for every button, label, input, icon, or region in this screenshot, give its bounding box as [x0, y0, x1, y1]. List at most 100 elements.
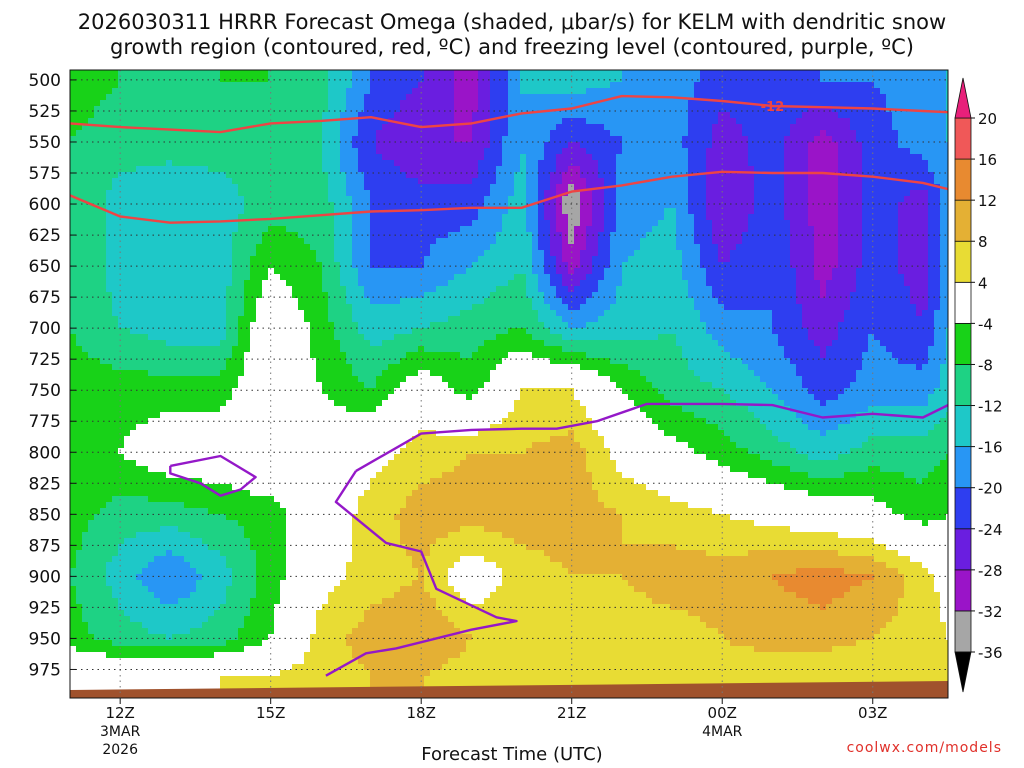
omega-cell	[580, 178, 587, 185]
omega-cell	[268, 124, 275, 131]
omega-cell	[82, 142, 89, 149]
omega-cell	[514, 202, 521, 209]
omega-cell	[466, 232, 473, 239]
omega-cell	[628, 142, 635, 149]
omega-cell	[790, 136, 797, 143]
omega-cell	[202, 154, 209, 161]
omega-cell	[226, 172, 233, 179]
omega-cell	[442, 172, 449, 179]
omega-cell	[268, 268, 275, 275]
omega-cell	[844, 262, 851, 269]
omega-cell	[622, 196, 629, 203]
omega-cell	[688, 70, 695, 77]
omega-cell	[118, 160, 125, 167]
omega-cell	[556, 100, 563, 107]
omega-cell	[634, 88, 641, 95]
omega-cell	[910, 106, 917, 113]
omega-cell	[514, 70, 521, 77]
omega-cell	[526, 148, 533, 155]
omega-cell	[508, 130, 515, 137]
omega-cell	[412, 226, 419, 233]
omega-cell	[802, 166, 809, 173]
omega-cell	[556, 130, 563, 137]
omega-cell	[736, 196, 743, 203]
omega-cell	[388, 136, 395, 143]
omega-cell	[340, 202, 347, 209]
omega-cell	[556, 76, 563, 83]
omega-cell	[814, 172, 821, 179]
omega-cell	[916, 106, 923, 113]
omega-cell	[370, 172, 377, 179]
omega-cell	[844, 130, 851, 137]
omega-cell	[82, 118, 89, 125]
omega-cell	[826, 88, 833, 95]
chart-title-line-1: 2026030311 HRRR Forecast Omega (shaded, …	[77, 10, 947, 34]
omega-cell	[832, 112, 839, 119]
omega-cell	[256, 208, 263, 215]
omega-cell	[118, 88, 125, 95]
omega-cell	[400, 142, 407, 149]
omega-cell	[268, 244, 275, 251]
omega-cell	[190, 256, 197, 263]
omega-cell	[880, 172, 887, 179]
omega-cell	[628, 178, 635, 185]
omega-cell	[856, 160, 863, 167]
omega-cell	[112, 136, 119, 143]
omega-cell	[472, 232, 479, 239]
omega-cell	[898, 100, 905, 107]
omega-cell	[784, 268, 791, 275]
omega-cell	[100, 142, 107, 149]
omega-cell	[202, 238, 209, 245]
omega-cell	[316, 124, 323, 131]
omega-cell	[142, 136, 149, 143]
omega-cell	[358, 124, 365, 131]
omega-cell	[94, 208, 101, 215]
omega-cell	[214, 238, 221, 245]
omega-cell	[178, 136, 185, 143]
omega-cell	[448, 214, 455, 221]
omega-cell	[790, 268, 797, 275]
omega-cell	[694, 112, 701, 119]
omega-cell	[640, 166, 647, 173]
omega-cell	[172, 112, 179, 119]
omega-cell	[322, 154, 329, 161]
omega-cell	[892, 154, 899, 161]
omega-cell	[904, 190, 911, 197]
omega-cell	[628, 208, 635, 215]
omega-cell	[184, 184, 191, 191]
omega-cell	[928, 202, 935, 209]
omega-cell	[832, 184, 839, 191]
omega-cell	[166, 178, 173, 185]
omega-cell	[832, 214, 839, 221]
omega-cell	[700, 202, 707, 209]
omega-cell	[94, 148, 101, 155]
omega-cell	[322, 148, 329, 155]
omega-cell	[514, 244, 521, 251]
omega-cell	[820, 244, 827, 251]
omega-cell	[676, 190, 683, 197]
omega-cell	[178, 70, 185, 77]
omega-cell	[820, 76, 827, 83]
omega-cell	[700, 262, 707, 269]
omega-cell	[940, 196, 947, 203]
omega-cell	[370, 262, 377, 269]
omega-cell	[628, 238, 635, 245]
omega-cell	[202, 214, 209, 221]
omega-cell	[484, 112, 491, 119]
omega-cell	[772, 196, 779, 203]
omega-cell	[784, 166, 791, 173]
omega-cell	[412, 142, 419, 149]
omega-cell	[940, 214, 947, 221]
omega-cell	[730, 220, 737, 227]
omega-cell	[562, 88, 569, 95]
omega-cell	[244, 268, 251, 275]
omega-cell	[838, 154, 845, 161]
omega-cell	[946, 250, 948, 257]
omega-cell	[208, 196, 215, 203]
omega-cell	[220, 142, 227, 149]
omega-cell	[202, 130, 209, 137]
omega-cell	[370, 250, 377, 257]
omega-cell	[370, 76, 377, 83]
omega-cell	[736, 202, 743, 209]
omega-cell	[472, 238, 479, 245]
